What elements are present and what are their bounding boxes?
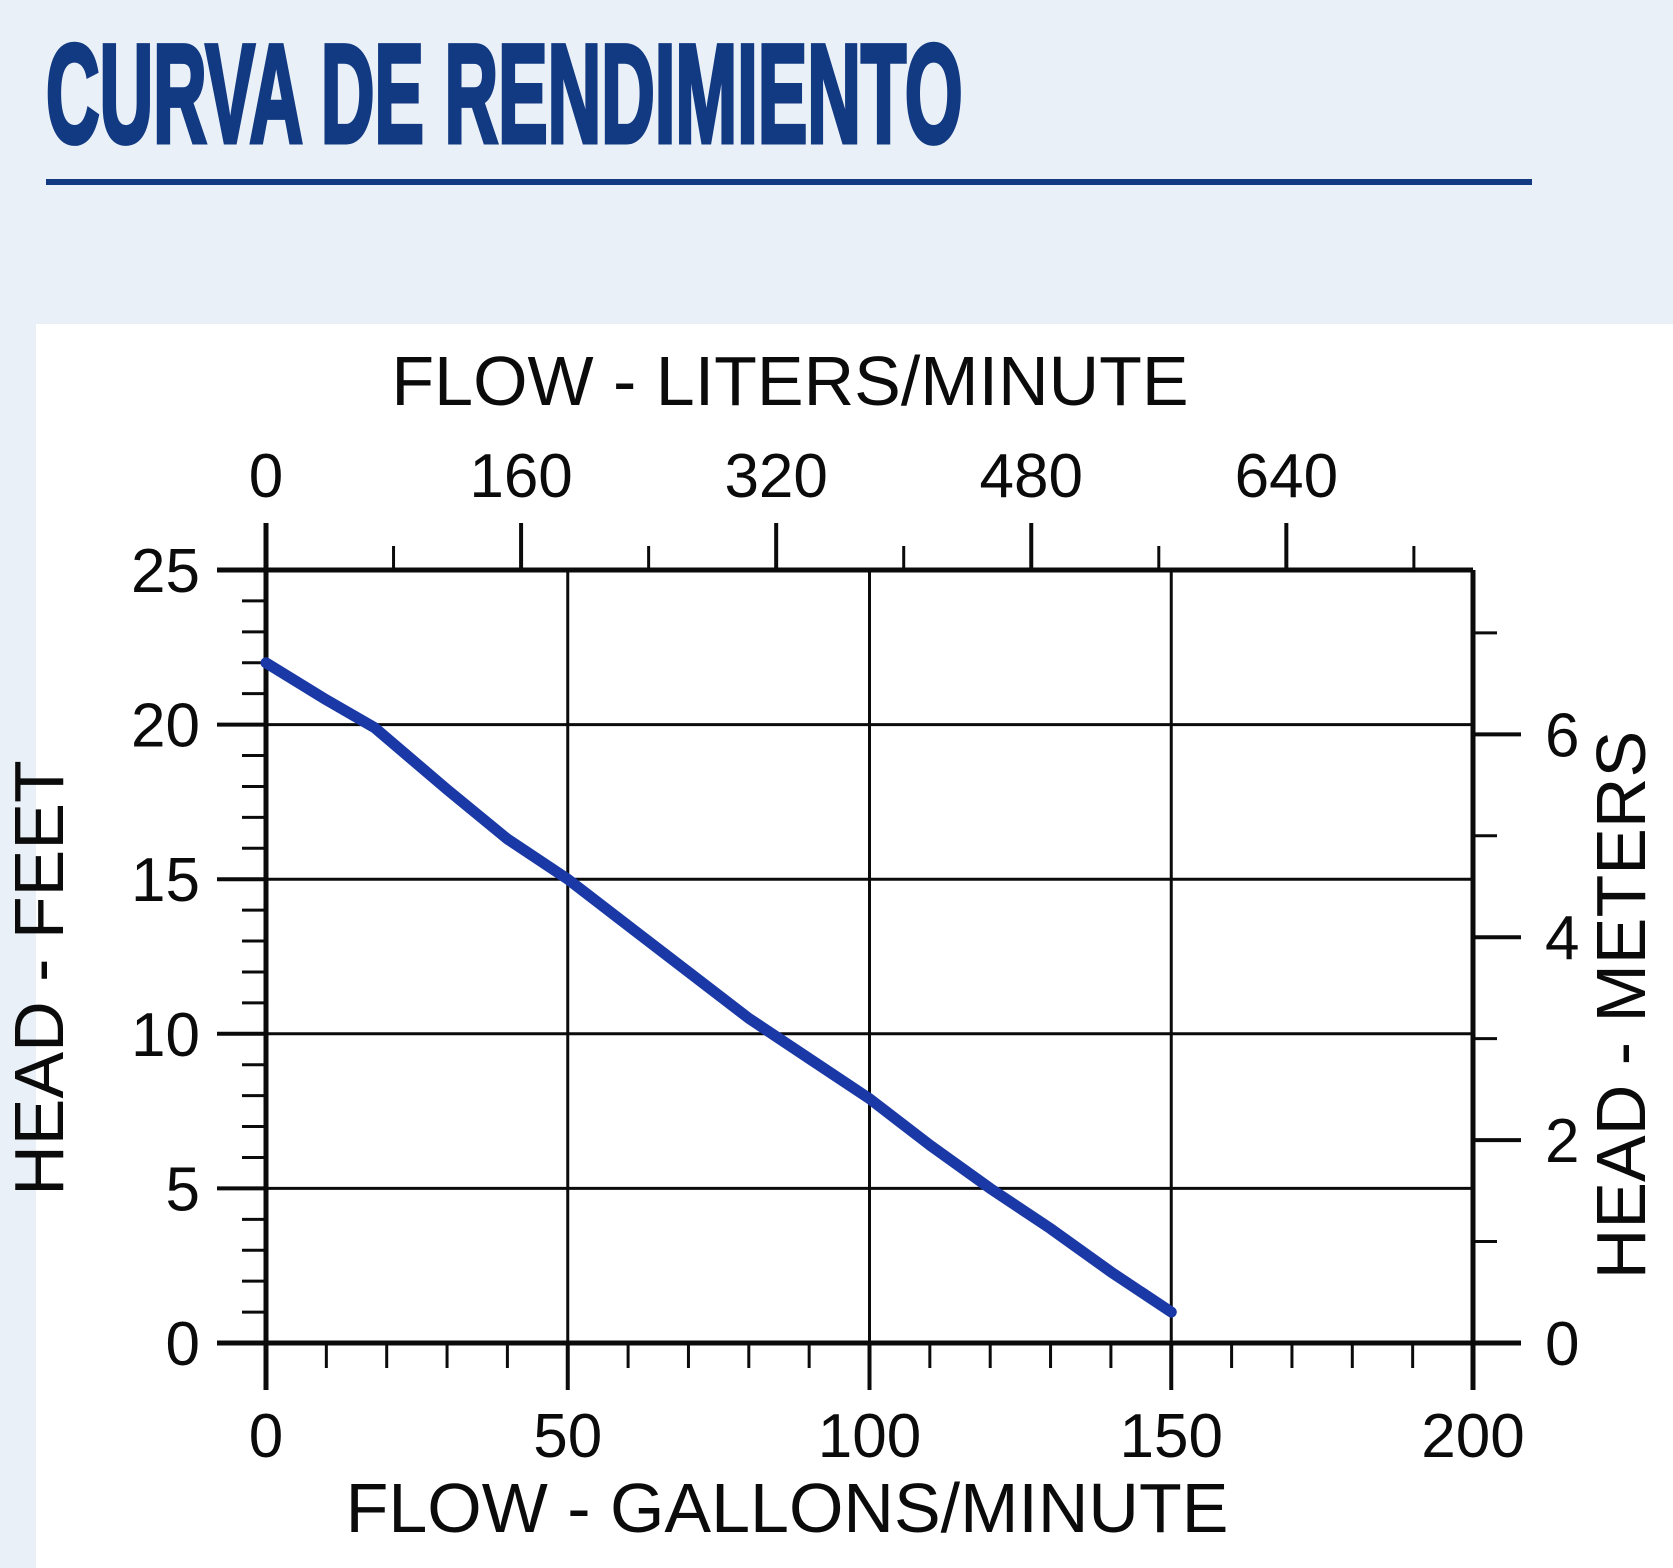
right-axis-tick-label: 2 — [1545, 1107, 1579, 1176]
title-underline — [46, 179, 1532, 185]
page-title: CURVA DE RENDIMIENTO — [45, 15, 964, 172]
tick-marks — [217, 523, 1521, 1390]
top-axis-tick-label: 0 — [249, 442, 283, 511]
bottom-axis-tick-label: 0 — [249, 1402, 283, 1471]
left-axis-tick-label: 0 — [166, 1310, 200, 1379]
left-axis-tick-label: 25 — [131, 537, 200, 606]
left-axis-tick-label: 15 — [131, 846, 200, 915]
bottom-axis-tick-label: 50 — [533, 1402, 602, 1471]
right-axis-tick-label: 6 — [1545, 701, 1579, 770]
pump-head-curve — [260, 657, 1177, 1318]
top-axis-tick-label: 480 — [980, 442, 1083, 511]
bottom-axis-tick-label: 200 — [1421, 1402, 1524, 1471]
chart-panel — [36, 324, 1673, 1568]
top-axis-title: FLOW - LITERS/MINUTE — [391, 342, 1188, 420]
curve-layer — [260, 657, 1177, 1318]
left-axis-tick-label: 10 — [131, 1001, 200, 1070]
right-axis-title: HEAD - METERS — [1582, 731, 1660, 1279]
top-axis-tick-label: 160 — [469, 442, 572, 511]
bottom-axis-title: FLOW - GALLONS/MINUTE — [346, 1469, 1229, 1547]
bottom-axis-tick-label: 150 — [1120, 1402, 1223, 1471]
left-axis-title: HEAD - FEET — [0, 760, 78, 1196]
top-axis-tick-label: 640 — [1235, 442, 1338, 511]
gridlines — [266, 570, 1473, 1343]
bottom-axis-tick-label: 100 — [818, 1402, 921, 1471]
left-axis-tick-label: 5 — [166, 1155, 200, 1224]
right-axis-tick-label: 0 — [1545, 1310, 1579, 1379]
top-axis-tick-label: 320 — [724, 442, 827, 511]
left-axis-tick-label: 20 — [131, 692, 200, 761]
right-axis-tick-label: 4 — [1545, 904, 1579, 973]
